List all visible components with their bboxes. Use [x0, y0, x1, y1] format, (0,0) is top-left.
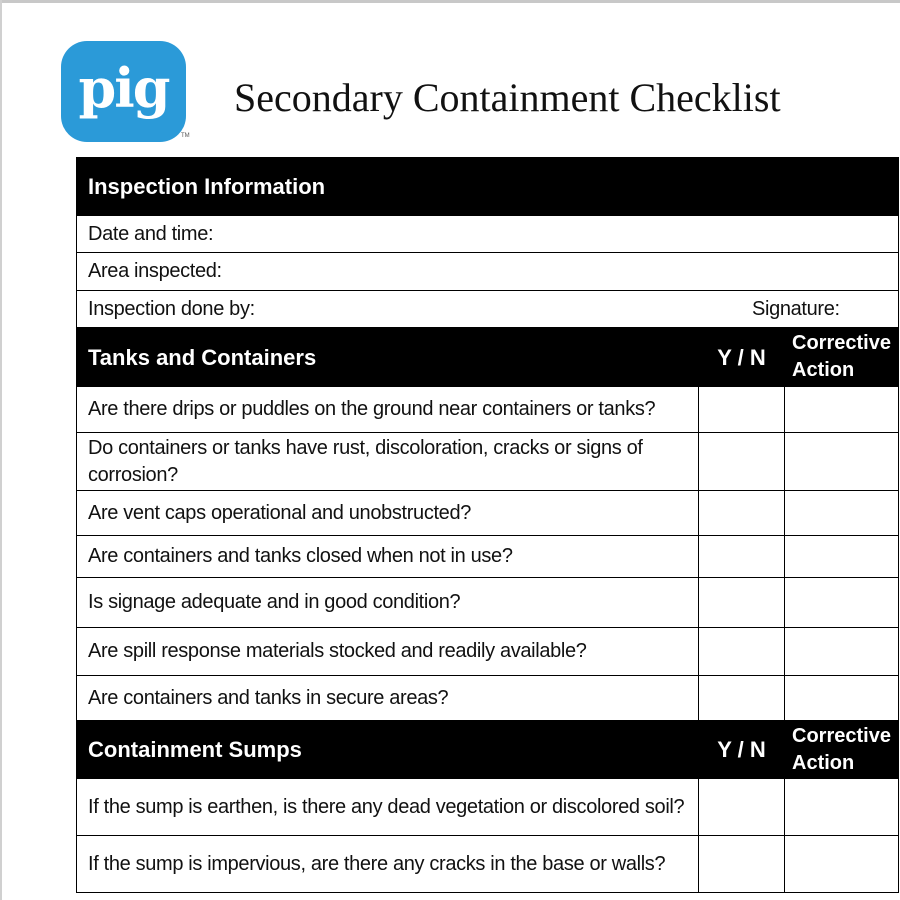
action-cell[interactable] [783, 490, 900, 536]
checklist-table: Inspection Information Date and time: Ar… [75, 157, 900, 893]
yn-cell[interactable] [698, 490, 785, 536]
area-field[interactable]: Area inspected: [75, 252, 900, 291]
corrective-action-header: Corrective Action [783, 327, 900, 387]
action-cell[interactable] [783, 535, 900, 578]
area-row[interactable]: Area inspected: [75, 252, 900, 291]
signature-field[interactable]: Signature: [752, 297, 840, 320]
yn-cell[interactable] [698, 432, 785, 491]
yn-cell[interactable] [698, 535, 785, 578]
question: If the sump is earthen, is there any dea… [76, 778, 699, 836]
question: If the sump is impervious, are there any… [76, 835, 699, 893]
action-cell[interactable] [783, 432, 900, 491]
action-cell[interactable] [783, 627, 900, 676]
date-field[interactable]: Date and time: [75, 215, 900, 253]
done-by-label: Inspection done by: [88, 297, 255, 320]
yn-cell[interactable] [698, 386, 785, 433]
tanks-header: Tanks and Containers [76, 327, 699, 387]
logo-text: pig [78, 55, 170, 120]
action-cell[interactable] [783, 778, 900, 836]
window-left-border [0, 0, 2, 900]
window-top-border [0, 0, 900, 3]
page-title: Secondary Containment Checklist [234, 75, 781, 120]
yn-cell[interactable] [698, 835, 785, 893]
action-cell[interactable] [783, 577, 900, 628]
yn-header: Y / N [698, 327, 785, 387]
yn-cell[interactable] [698, 675, 785, 721]
question: Do containers or tanks have rust, discol… [76, 432, 699, 491]
question: Are there drips or puddles on the ground… [76, 386, 699, 433]
table-row: Are containers and tanks closed when not… [76, 535, 900, 578]
yn-cell[interactable] [698, 627, 785, 676]
corrective-action-header: Corrective Action [783, 720, 900, 779]
tanks-header-row: Tanks and Containers Y / N Corrective Ac… [76, 327, 900, 387]
table-row: Are vent caps operational and unobstruct… [76, 490, 900, 536]
done-by-row[interactable]: Signature: Inspection done by: [75, 290, 900, 328]
table-row: Are containers and tanks in secure areas… [76, 675, 900, 721]
table-row: Are spill response materials stocked and… [76, 627, 900, 676]
sumps-header: Containment Sumps [76, 720, 699, 779]
table-row: Are there drips or puddles on the ground… [76, 386, 900, 433]
action-cell[interactable] [783, 386, 900, 433]
table-row: Do containers or tanks have rust, discol… [76, 432, 900, 491]
question: Are spill response materials stocked and… [76, 627, 699, 676]
question: Are containers and tanks closed when not… [76, 535, 699, 578]
question: Are containers and tanks in secure areas… [76, 675, 699, 721]
yn-cell[interactable] [698, 577, 785, 628]
inspection-header-row: Inspection Information [75, 157, 900, 216]
trademark: TM [181, 133, 190, 139]
action-cell[interactable] [783, 675, 900, 721]
inspection-header: Inspection Information [75, 157, 900, 216]
table-row: Is signage adequate and in good conditio… [76, 577, 900, 628]
yn-header: Y / N [698, 720, 785, 779]
sumps-header-row: Containment Sumps Y / N Corrective Actio… [76, 720, 900, 779]
yn-cell[interactable] [698, 778, 785, 836]
question: Is signage adequate and in good conditio… [76, 577, 699, 628]
table-row: If the sump is impervious, are there any… [76, 835, 900, 893]
question: Are vent caps operational and unobstruct… [76, 490, 699, 536]
date-row[interactable]: Date and time: [75, 215, 900, 253]
done-by-field[interactable]: Signature: Inspection done by: [75, 290, 900, 328]
table-row: If the sump is earthen, is there any dea… [76, 778, 900, 836]
action-cell[interactable] [783, 835, 900, 893]
pig-logo: pig [61, 41, 186, 142]
